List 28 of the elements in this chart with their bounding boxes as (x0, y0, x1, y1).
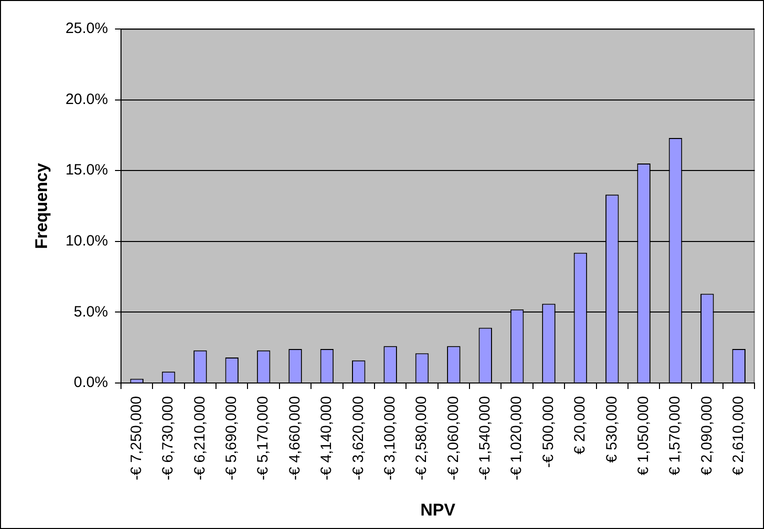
x-tick-label: -€ 2,060,000 (444, 396, 462, 480)
y-tick-label: 25.0% (65, 20, 108, 38)
x-tick-label: -€ 4,660,000 (286, 396, 304, 480)
x-tick-label: € 2,090,000 (698, 396, 716, 476)
x-tick-label: € 1,050,000 (634, 396, 652, 476)
x-tick-label: -€ 6,730,000 (160, 396, 177, 480)
x-tick-label: -€ 5,170,000 (254, 396, 272, 480)
x-tick-label: € 20,000 (572, 396, 589, 454)
x-tick-label: -€ 2,580,000 (413, 396, 430, 480)
y-tick-label: 10.0% (65, 232, 108, 250)
x-tick-label: € 530,000 (603, 396, 620, 463)
y-tick-label: 20.0% (65, 90, 108, 108)
x-tick-label: € 2,610,000 (730, 396, 747, 476)
x-tick-label: -€ 6,210,000 (191, 396, 208, 480)
x-tick-label: -€ 500,000 (540, 396, 557, 468)
x-tick-label: -€ 5,690,000 (223, 396, 240, 480)
x-tick-label: -€ 1,020,000 (508, 396, 526, 480)
x-axis-title: NPV (420, 500, 456, 520)
y-tick-label: 0.0% (74, 374, 108, 392)
x-tick-label: € 1,570,000 (666, 396, 684, 476)
x-tick-label: -€ 3,100,000 (381, 396, 398, 480)
x-tick-label: -€ 7,250,000 (128, 396, 145, 480)
y-axis-title: Frequency (32, 162, 51, 249)
y-tick-label: 5.0% (74, 303, 108, 320)
x-tick-label: -€ 1,540,000 (476, 396, 494, 480)
x-tick-label: -€ 4,140,000 (318, 396, 336, 480)
y-tick-label: 15.0% (65, 162, 108, 179)
x-tick-label: -€ 3,620,000 (350, 396, 367, 480)
